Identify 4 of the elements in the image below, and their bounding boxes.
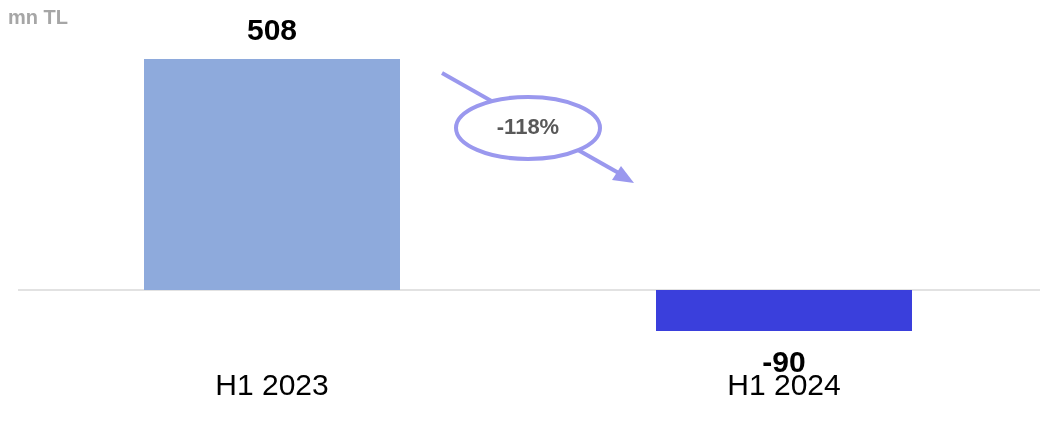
data-label: 508 [246, 13, 298, 47]
annotation: -118% [495, 114, 561, 140]
y-axis-title: mn TL [8, 6, 68, 29]
x-tick-label: H1 2023 [215, 368, 329, 402]
